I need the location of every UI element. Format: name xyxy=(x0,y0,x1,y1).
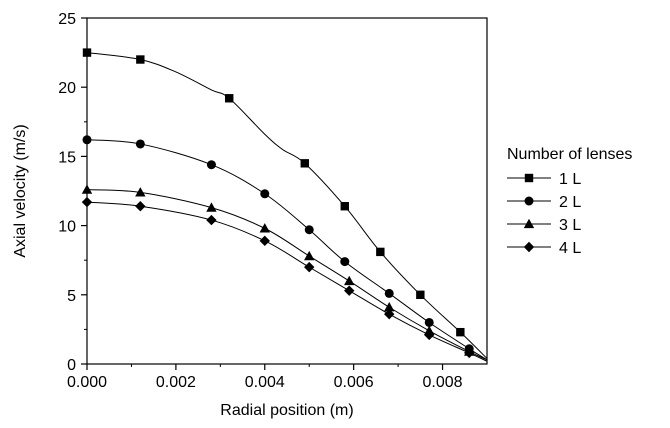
y-tick-label: 5 xyxy=(67,288,76,305)
data-point xyxy=(340,257,350,267)
data-point xyxy=(344,285,355,296)
series-line xyxy=(86,189,488,361)
data-point xyxy=(206,202,217,212)
y-tick-label: 15 xyxy=(58,149,76,166)
series-2 xyxy=(82,135,488,361)
data-point xyxy=(456,327,465,337)
legend-title: Number of lenses xyxy=(507,146,632,163)
data-point xyxy=(136,55,145,64)
legend: Number of lenses 1 L 2 L 3 L 4 L xyxy=(507,146,632,257)
data-point xyxy=(376,247,385,257)
legend-label: 3 L xyxy=(559,217,581,234)
data-point xyxy=(304,261,315,273)
series-4 xyxy=(81,196,488,362)
y-tick-label: 10 xyxy=(58,219,76,236)
axes: 0.000 0.002 0.004 0.006 0.008 0 5 10 15 20 25 xyxy=(58,11,488,391)
data-point xyxy=(304,225,314,235)
x-tick-label: 0.006 xyxy=(334,374,374,391)
data-point xyxy=(416,290,425,299)
plot-frame xyxy=(86,17,488,365)
data-point xyxy=(259,235,270,247)
data-point xyxy=(225,94,234,103)
legend-marker xyxy=(523,218,535,229)
data-point xyxy=(259,223,270,233)
data-point xyxy=(340,202,349,211)
series-1 xyxy=(82,48,488,359)
legend-label: 1 L xyxy=(559,171,581,188)
data-point xyxy=(260,189,270,199)
data-point xyxy=(384,302,395,312)
data-point xyxy=(344,275,355,286)
legend-marker xyxy=(524,196,534,206)
y-tick-label: 20 xyxy=(58,80,76,97)
data-point xyxy=(424,317,434,327)
y-tick-label: 0 xyxy=(67,357,76,374)
legend-item: 4 L xyxy=(507,240,581,257)
data-point xyxy=(135,139,145,149)
legend-label: 4 L xyxy=(559,240,581,257)
x-tick-label: 0.002 xyxy=(156,374,196,391)
legend-item: 3 L xyxy=(507,217,581,234)
data-point xyxy=(206,214,217,226)
data-point xyxy=(206,160,216,170)
x-axis-title: Radial position (m) xyxy=(220,402,353,419)
legend-item: 2 L xyxy=(507,194,581,211)
data-point xyxy=(135,201,146,212)
x-tick-label: 0.000 xyxy=(67,374,107,391)
data-point xyxy=(304,250,315,261)
plot-area xyxy=(81,48,488,362)
data-point xyxy=(384,308,395,320)
y-axis-title: Axial velocity (m/s) xyxy=(12,124,29,257)
series-line xyxy=(86,52,488,359)
legend-label: 2 L xyxy=(559,194,581,211)
data-point xyxy=(384,288,394,298)
x-tick-label: 0.008 xyxy=(423,374,463,391)
data-point xyxy=(135,187,146,197)
y-tick-label: 25 xyxy=(58,11,76,28)
series-line xyxy=(86,139,488,361)
data-point xyxy=(424,329,435,341)
legend-marker xyxy=(523,241,535,253)
legend-item: 1 L xyxy=(507,171,581,188)
legend-marker xyxy=(524,173,534,183)
data-point xyxy=(300,159,309,168)
x-tick-label: 0.004 xyxy=(245,374,285,391)
data-point xyxy=(464,347,475,359)
series-line xyxy=(86,201,488,362)
